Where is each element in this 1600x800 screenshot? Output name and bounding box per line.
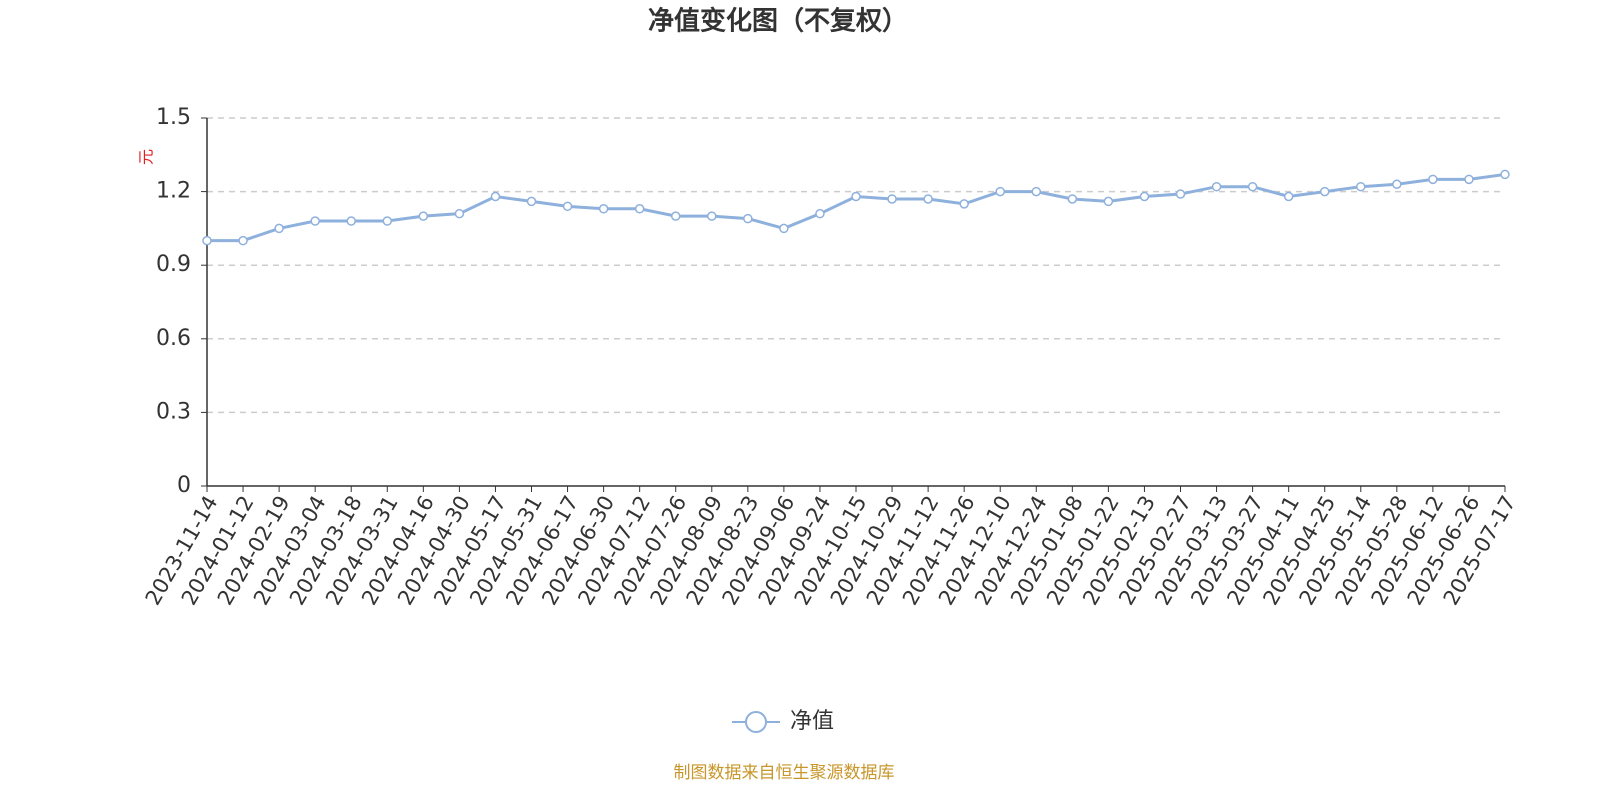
point-marker [1031,186,1042,197]
y-tick-label: 0.3 [156,399,191,424]
y-tick-label: 1.5 [156,105,191,130]
source-note: 制图数据来自恒生聚源数据库 [674,763,895,783]
point-marker [274,223,284,234]
point-marker [1464,174,1474,185]
point-marker [1139,191,1150,202]
y-tick-label: 0 [177,473,191,498]
chart-title: 净值变化图（不复权） [648,6,908,37]
point-marker [490,191,501,202]
point-marker [1428,174,1438,185]
point-marker [1175,189,1186,199]
point-marker [562,201,573,212]
point-marker [1392,179,1402,189]
point-marker [310,216,320,226]
point-marker [418,211,429,221]
y-tick-label: 1.2 [156,179,191,204]
point-marker [707,211,717,221]
y-tick-label: 0.6 [156,326,191,351]
point-marker [923,194,933,204]
point-marker [634,204,645,214]
point-marker [1103,196,1114,207]
point-marker [1211,181,1222,192]
point-marker [1247,181,1258,192]
point-marker [1067,194,1078,204]
point-marker [526,196,537,207]
point-marker [346,216,356,226]
y-axis-label: 元 [137,149,156,165]
line [207,172,1506,243]
point-marker [815,208,825,219]
y-tick-label: 0.9 [156,252,191,277]
point-marker [1500,169,1510,180]
legend-label: 净值 [790,709,834,734]
point-marker [670,211,681,221]
point-marker [1356,181,1366,192]
point-marker [454,208,465,219]
point-marker [779,223,789,234]
point-marker [995,186,1005,197]
point-marker [851,191,861,202]
legend-marker [745,711,767,733]
point-marker [382,216,393,226]
point-marker [959,199,969,209]
point-marker [887,194,897,204]
point-marker [1319,186,1330,197]
point-marker [598,204,609,214]
point-marker [238,235,248,246]
point-marker [743,213,753,224]
point-marker [202,235,212,246]
point-marker [1283,191,1294,202]
